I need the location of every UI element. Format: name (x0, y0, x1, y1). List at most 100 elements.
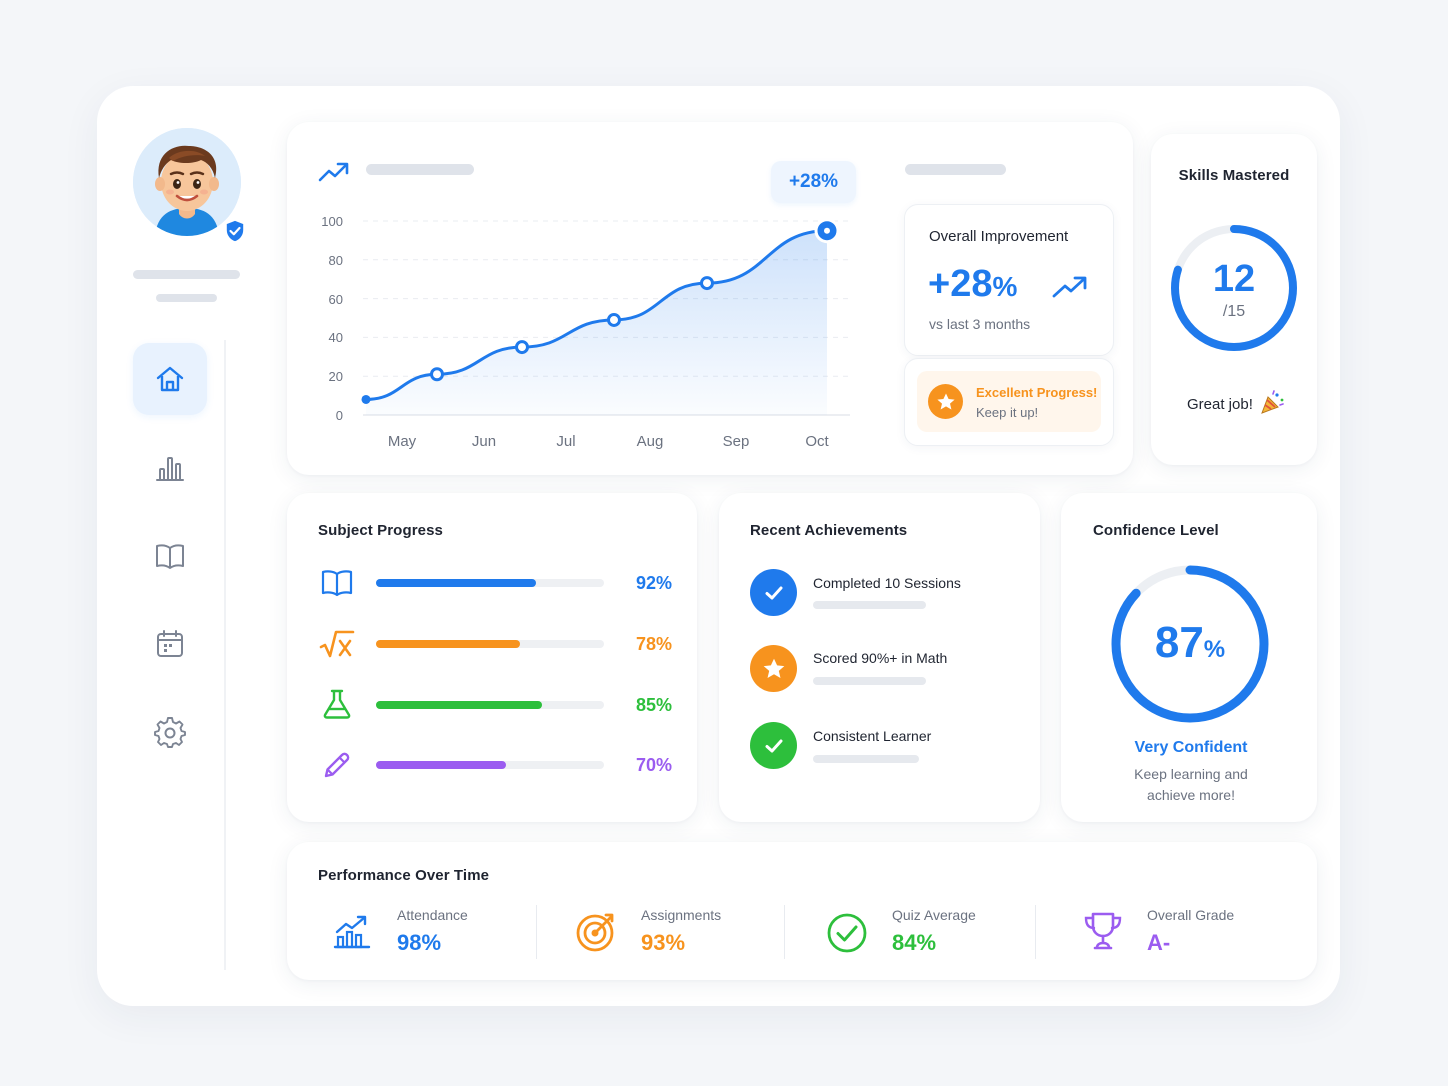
nav-calendar[interactable] (133, 608, 207, 680)
name-placeholder (133, 270, 240, 279)
party-popper-icon (1261, 390, 1284, 414)
confidence-value: 87% (1108, 618, 1272, 668)
check-icon (765, 586, 782, 599)
x-tick: Jun (471, 433, 497, 450)
confidence-unit: % (1203, 636, 1226, 663)
confidence-level: Very Confident (1134, 739, 1248, 756)
progress-percent: 92% (635, 573, 672, 593)
improvement-unit: % (992, 271, 1018, 302)
improvement-value: +28% (928, 262, 1017, 309)
skills-total: /15 (1222, 303, 1246, 320)
home-icon (156, 366, 184, 392)
performance-card (287, 842, 1317, 980)
subject-progress-title: Subject Progress (318, 522, 443, 539)
panel-title-placeholder (905, 164, 1006, 175)
stat-value: 93% (641, 930, 686, 955)
nav-library[interactable] (133, 520, 207, 592)
skills-footer: Great job! (1187, 396, 1253, 413)
stat-value: A- (1147, 930, 1171, 955)
x-tick: Sep (722, 433, 750, 450)
stat-value: 84% (892, 930, 937, 955)
y-tick: 0 (335, 408, 343, 423)
calendar-icon (157, 630, 183, 657)
achievement-label: Consistent Learner (813, 728, 932, 744)
stat-divider (1035, 905, 1036, 959)
x-tick: Jul (556, 433, 576, 450)
sidebar-divider (224, 340, 226, 970)
progress-fill (376, 579, 536, 587)
check-circle-icon (827, 913, 867, 953)
growth-chart-icon (333, 915, 371, 949)
pencil-icon (324, 752, 350, 778)
data-point[interactable] (515, 340, 529, 355)
data-point[interactable] (607, 312, 621, 327)
achievement-badge (750, 569, 797, 616)
achievements-title: Recent Achievements (750, 522, 908, 539)
data-point[interactable] (700, 276, 714, 291)
improvement-card (904, 204, 1114, 356)
data-point-center (824, 227, 830, 234)
grade-placeholder (156, 294, 217, 302)
achievement-badge (750, 645, 797, 692)
x-tick: May (387, 433, 417, 450)
star-icon (763, 658, 784, 678)
achievement-label: Scored 90%+ in Math (813, 650, 948, 666)
progress-track (376, 579, 604, 587)
performance-title: Performance Over Time (318, 867, 490, 884)
x-tick: Oct (805, 433, 829, 450)
stat-value: 98% (397, 930, 442, 955)
book-icon (156, 544, 184, 569)
growth-line-chart (361, 218, 850, 416)
check-icon (765, 739, 782, 752)
progress-track (376, 761, 604, 769)
y-tick: 80 (328, 253, 343, 268)
stat-label: Quiz Average (892, 907, 976, 923)
student-avatar[interactable] (133, 128, 241, 236)
book-icon (321, 570, 353, 597)
improvement-caption: vs last 3 months (929, 316, 1031, 332)
achievement-label: Completed 10 Sessions (813, 575, 961, 591)
stat-divider (784, 905, 785, 959)
skills-title: Skills Mastered (1178, 167, 1290, 184)
y-tick: 20 (328, 369, 343, 384)
achievement-detail-placeholder (813, 601, 926, 609)
progress-fill (376, 701, 543, 709)
verified-badge-icon (225, 219, 245, 243)
data-point[interactable] (361, 394, 371, 404)
gear-icon (154, 717, 186, 748)
y-tick: 60 (328, 292, 343, 307)
stat-label: Overall Grade (1147, 907, 1235, 923)
sqrt-icon (319, 630, 355, 658)
data-point[interactable] (430, 367, 444, 382)
achievement-detail-placeholder (813, 755, 919, 763)
nav-home[interactable] (133, 343, 207, 415)
trend-up-icon (1052, 276, 1087, 298)
progress-note-badge (928, 384, 963, 419)
stat-divider (536, 905, 537, 959)
trophy-icon (1084, 912, 1122, 950)
stat-label: Attendance (397, 907, 468, 923)
confidence-card (1061, 493, 1317, 822)
progress-fill (376, 761, 506, 769)
x-tick: Aug (636, 433, 664, 450)
progress-percent: 78% (635, 634, 672, 654)
target-icon (576, 913, 614, 952)
confidence-title: Confidence Level (1093, 522, 1219, 539)
confidence-number: 87 (1154, 618, 1204, 667)
achievement-detail-placeholder (813, 677, 926, 685)
chart-title-placeholder (366, 164, 474, 175)
progress-note-subline: Keep it up! (976, 405, 1039, 420)
nav-settings[interactable] (133, 697, 207, 769)
skills-value: 12 (1212, 258, 1256, 300)
confidence-ring (1111, 565, 1269, 723)
confidence-caption: Keep learning and (1134, 766, 1248, 782)
nav-statistics[interactable] (133, 432, 207, 504)
star-icon (936, 393, 955, 409)
progress-fill (376, 640, 520, 648)
progress-note-headline: Excellent Progress! (976, 385, 1098, 400)
improvement-title: Overall Improvement (929, 228, 1069, 245)
progress-percent: 85% (635, 695, 672, 715)
growth-callout: +28% (771, 161, 856, 203)
improvement-number: +28 (928, 263, 993, 305)
confidence-caption: achieve more! (1147, 787, 1235, 803)
